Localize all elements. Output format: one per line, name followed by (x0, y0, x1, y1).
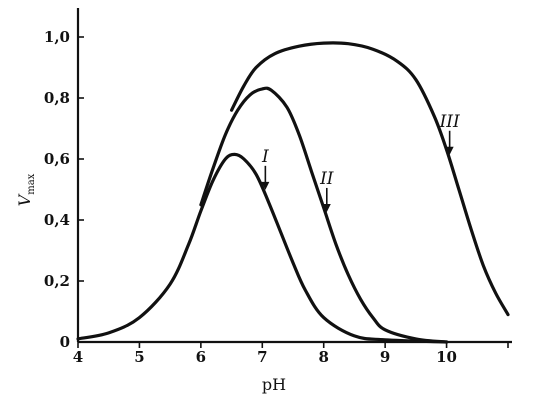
x-axis-label: pH (262, 375, 286, 394)
curves (76, 41, 510, 344)
x-tick-label: 5 (134, 348, 144, 366)
curve-label-iii: III (439, 112, 460, 132)
curve-iii (230, 41, 510, 317)
x-tick-label: 7 (257, 348, 267, 366)
y-tick-label: 0 (60, 333, 70, 351)
y-tick-label: 0,8 (44, 89, 70, 107)
y-tick-label: 1,0 (44, 28, 70, 46)
curve-label-ii: II (319, 169, 334, 189)
arrow-head-iii (445, 146, 454, 155)
x-tick-label: 6 (196, 348, 206, 366)
y-tick-label: 0,2 (44, 272, 70, 290)
y-axis-label-sub: max (26, 173, 37, 194)
y-axis-label: Vmax (15, 173, 37, 206)
tick-marks: 4 5 6 7 8 9 10 0 0,2 0,4 0,6 0,8 1,0 (44, 28, 509, 366)
x-tick-label: 8 (318, 348, 328, 366)
x-tick-label: 4 (73, 348, 83, 366)
x-tick-label: 9 (380, 348, 390, 366)
arrow-head-ii (322, 203, 331, 212)
curve-ii (199, 86, 449, 344)
y-axis-label-main: V (15, 193, 34, 206)
arrow-head-i (261, 181, 270, 190)
curve-i (76, 152, 449, 344)
curve-label-i: I (261, 147, 269, 167)
y-tick-label: 0,4 (44, 211, 70, 229)
x-tick-label: 10 (436, 348, 457, 366)
y-tick-label: 0,6 (44, 150, 70, 168)
axes (76, 8, 512, 344)
